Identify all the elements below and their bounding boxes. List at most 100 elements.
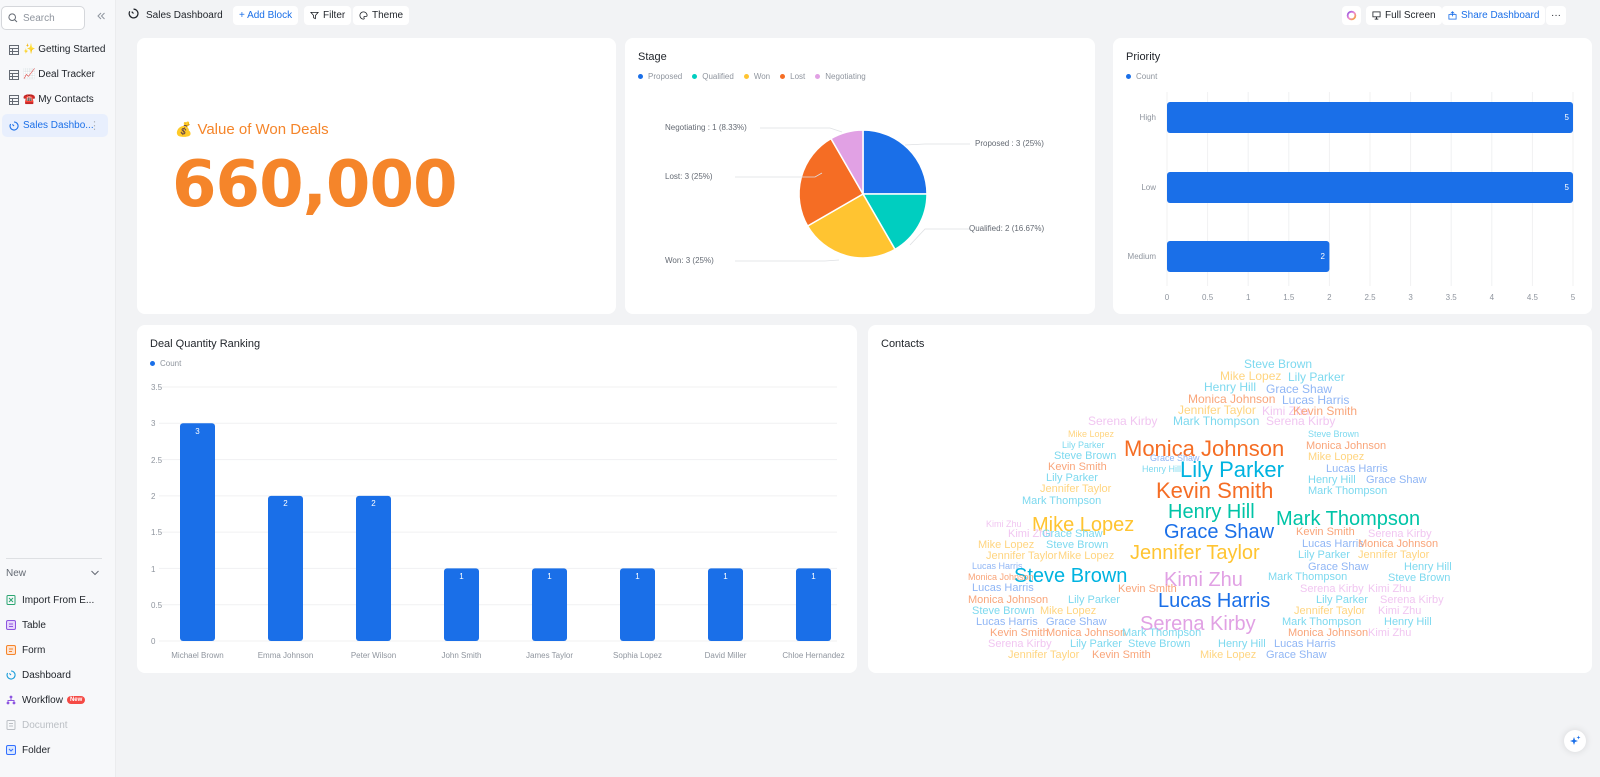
legend-item[interactable]: Proposed <box>638 72 682 81</box>
create-dashboard[interactable]: Dashboard <box>6 665 71 685</box>
svg-text:Mike Lopez: Mike Lopez <box>1200 649 1256 661</box>
chart-legend: Proposed Qualified Won Lost Negotiating <box>638 72 866 81</box>
horizontal-bar-chart: 5 5 2 High Low Medium 0 0.5 1 1.5 2 2.5 … <box>1128 92 1576 302</box>
share-label: Share Dashboard <box>1461 10 1540 21</box>
filter-button[interactable]: Filter <box>304 6 352 25</box>
table-icon <box>8 44 19 55</box>
theme-button[interactable]: Theme <box>353 6 410 25</box>
svg-text:Lily Parker: Lily Parker <box>1046 472 1098 484</box>
create-item-label: Import From E... <box>22 594 95 606</box>
svg-text:0.5: 0.5 <box>151 601 163 610</box>
legend-item[interactable]: Count <box>150 359 181 368</box>
pie-slice-qualified <box>861 193 928 251</box>
svg-text:1: 1 <box>811 572 816 581</box>
bar <box>708 568 743 641</box>
sidebar-item-deal-tracker[interactable]: 📈 Deal Tracker <box>2 63 108 86</box>
svg-text:Kevin Smith: Kevin Smith <box>1048 461 1107 473</box>
chart-title: Contacts <box>881 338 925 350</box>
svg-text:Kimi Zhu: Kimi Zhu <box>1262 404 1309 418</box>
legend-item[interactable]: Qualified <box>692 72 734 81</box>
svg-text:Jennifer Taylor: Jennifer Taylor <box>1294 605 1366 617</box>
chart-title: Priority <box>1126 51 1161 63</box>
svg-text:Sophia Lopez: Sophia Lopez <box>613 651 662 660</box>
svg-text:1: 1 <box>459 572 464 581</box>
ranking-chart-card[interactable]: Deal Quantity Ranking Count 3.5 3 2.5 2 … <box>137 325 857 673</box>
chart-legend: Count <box>150 359 181 368</box>
create-form[interactable]: Form <box>6 640 45 660</box>
more-options-icon[interactable]: ⋮ <box>89 120 100 132</box>
create-import-excel[interactable]: Import From E... <box>6 590 94 610</box>
kpi-card[interactable]: 💰 Value of Won Deals 660,000 <box>137 38 616 314</box>
svg-text:Mike Lopez: Mike Lopez <box>1220 369 1281 383</box>
svg-text:Henry Hill: Henry Hill <box>1308 474 1356 486</box>
svg-text:3: 3 <box>1408 293 1413 302</box>
legend-item[interactable]: Negotiating <box>815 72 866 81</box>
create-item-label: Dashboard <box>22 669 71 681</box>
table-icon <box>8 94 19 105</box>
svg-text:Medium: Medium <box>1128 252 1157 261</box>
kpi-label-text: Value of Won Deals <box>197 121 329 138</box>
svg-text:Lucas Harris: Lucas Harris <box>1302 538 1364 550</box>
svg-text:Mark Thompson: Mark Thompson <box>1173 414 1259 428</box>
svg-text:Lily Parker: Lily Parker <box>1316 594 1368 606</box>
svg-text:Peter Wilson: Peter Wilson <box>351 651 396 660</box>
full-screen-button[interactable]: Full Screen <box>1366 6 1442 25</box>
svg-text:Monica Johnson: Monica Johnson <box>968 572 1034 582</box>
legend-item[interactable]: Lost <box>780 72 805 81</box>
table-icon <box>8 69 19 80</box>
svg-text:Kevin Smith: Kevin Smith <box>1293 404 1357 418</box>
sidebar-item-label: ✨ Getting Started <box>23 44 106 55</box>
create-workflow[interactable]: Workflow New <box>6 690 86 710</box>
folder-icon <box>6 745 16 755</box>
svg-text:Steve Brown: Steve Brown <box>972 605 1034 617</box>
sidebar-item-getting-started[interactable]: ✨ Getting Started <box>2 38 108 61</box>
svg-text:Kevin Smith: Kevin Smith <box>1118 583 1177 595</box>
legend-item[interactable]: Count <box>1126 72 1157 81</box>
svg-text:2: 2 <box>1327 293 1332 302</box>
svg-text:Mike Lopez: Mike Lopez <box>1058 550 1114 562</box>
create-folder[interactable]: Folder <box>6 740 50 760</box>
ai-ring-icon <box>1346 10 1357 21</box>
svg-text:Lucas Harris: Lucas Harris <box>972 561 1023 571</box>
svg-text:Qualified: 2 (16.67%): Qualified: 2 (16.67%) <box>969 224 1044 233</box>
more-button[interactable]: ··· <box>1546 6 1566 25</box>
bar-low <box>1167 172 1573 203</box>
svg-text:5: 5 <box>1565 113 1570 122</box>
svg-text:Lily Parker: Lily Parker <box>1180 457 1284 482</box>
collapse-sidebar-button[interactable] <box>94 10 108 24</box>
svg-text:Serena Kirby: Serena Kirby <box>1300 583 1364 595</box>
pie-slice-won <box>806 192 897 259</box>
svg-text:Steve Brown: Steve Brown <box>1054 450 1116 462</box>
svg-text:Jennifer Taylor: Jennifer Taylor <box>986 550 1058 562</box>
svg-text:4.5: 4.5 <box>1527 293 1539 302</box>
sidebar-item-my-contacts[interactable]: ☎️ My Contacts <box>2 88 108 111</box>
full-screen-label: Full Screen <box>1385 10 1436 21</box>
table-icon <box>6 620 16 630</box>
new-label: New <box>6 568 27 579</box>
svg-text:Monica Johnson: Monica Johnson <box>1358 538 1438 550</box>
svg-text:Lily Parker: Lily Parker <box>1062 440 1105 450</box>
priority-chart-card[interactable]: Priority Count 5 5 2 High Low Medium 0 0… <box>1113 38 1592 314</box>
stage-chart-card[interactable]: Stage Proposed Qualified Won Lost Negoti… <box>625 38 1095 314</box>
contacts-wordcloud-card[interactable]: Contacts Steve Brown Mike Lopez Lily Par… <box>868 325 1592 673</box>
sidebar-item-sales-dashboard[interactable]: Sales Dashbo... ⋮ <box>2 114 108 137</box>
ai-assistant-button[interactable] <box>1342 6 1361 25</box>
chevron-down-icon <box>91 570 99 576</box>
svg-text:Kevin Smith: Kevin Smith <box>1156 478 1273 503</box>
svg-text:Kimi Zhu: Kimi Zhu <box>1368 627 1411 639</box>
svg-text:Mark Thompson: Mark Thompson <box>1268 571 1347 583</box>
new-section-header[interactable]: New <box>6 568 100 579</box>
search-input[interactable]: Search <box>1 6 85 30</box>
search-placeholder: Search <box>23 12 55 24</box>
ai-assistant-fab[interactable] <box>1564 730 1586 752</box>
svg-text:Serena Kirby: Serena Kirby <box>1088 414 1157 428</box>
add-block-button[interactable]: + Add Block <box>233 6 299 25</box>
svg-text:Monica Johnson: Monica Johnson <box>1124 436 1284 461</box>
svg-text:5: 5 <box>1565 183 1570 192</box>
legend-item[interactable]: Won <box>743 72 770 81</box>
svg-text:Serena Kirby: Serena Kirby <box>1140 613 1256 635</box>
sidebar-divider <box>6 558 102 559</box>
svg-text:Jennifer Taylor: Jennifer Taylor <box>1130 542 1260 564</box>
create-table[interactable]: Table <box>6 615 46 635</box>
share-dashboard-button[interactable]: Share Dashboard <box>1442 6 1546 25</box>
